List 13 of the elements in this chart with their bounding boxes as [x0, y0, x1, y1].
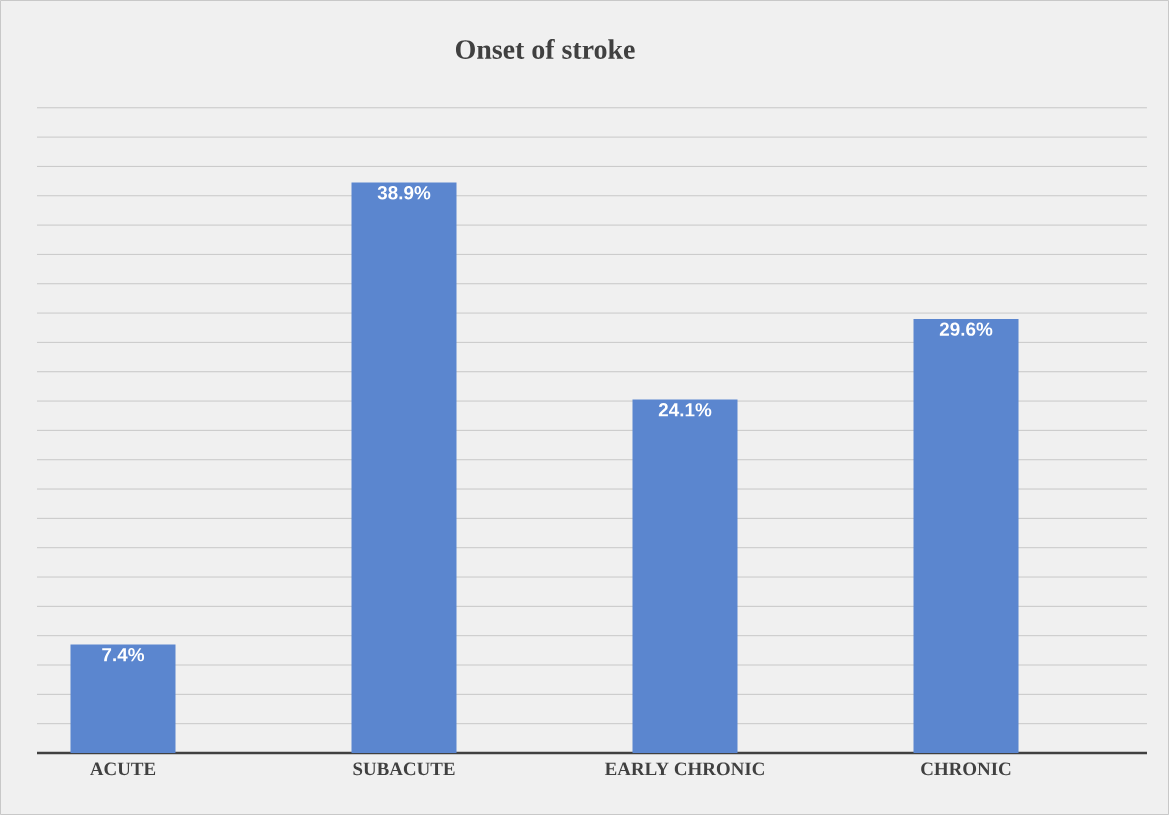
data-label: 29.6% — [939, 322, 993, 336]
data-label: 38.9% — [377, 186, 431, 200]
x-tick-label: EARLY CHRONIC — [604, 762, 764, 776]
bar — [632, 399, 738, 753]
x-tick-label: ACUTE — [90, 762, 156, 776]
bar — [351, 182, 457, 753]
bar — [70, 644, 176, 753]
chart-title: Onset of stroke — [455, 39, 635, 59]
bar — [913, 318, 1019, 753]
x-tick-label: SUBACUTE — [353, 762, 455, 776]
data-label: 24.1% — [658, 403, 712, 417]
x-tick-label: CHRONIC — [921, 762, 1011, 776]
data-label: 7.4% — [102, 648, 145, 662]
